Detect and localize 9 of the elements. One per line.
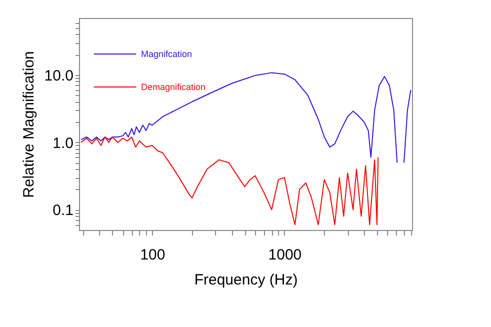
x-axis-title: Frequency (Hz) (194, 272, 298, 288)
y-tick-label: 10.0 (44, 67, 74, 84)
x-tick-label: 1000 (268, 246, 302, 264)
x-tick-label: 100 (140, 246, 166, 264)
legend-label: Magnifcation (141, 49, 192, 59)
legend-label: Demagnification (141, 82, 206, 92)
y-tick-label: 1.0 (52, 134, 74, 152)
y-tick-label: 0.1 (52, 202, 74, 220)
y-axis-title: Relative Magnification (20, 51, 38, 198)
